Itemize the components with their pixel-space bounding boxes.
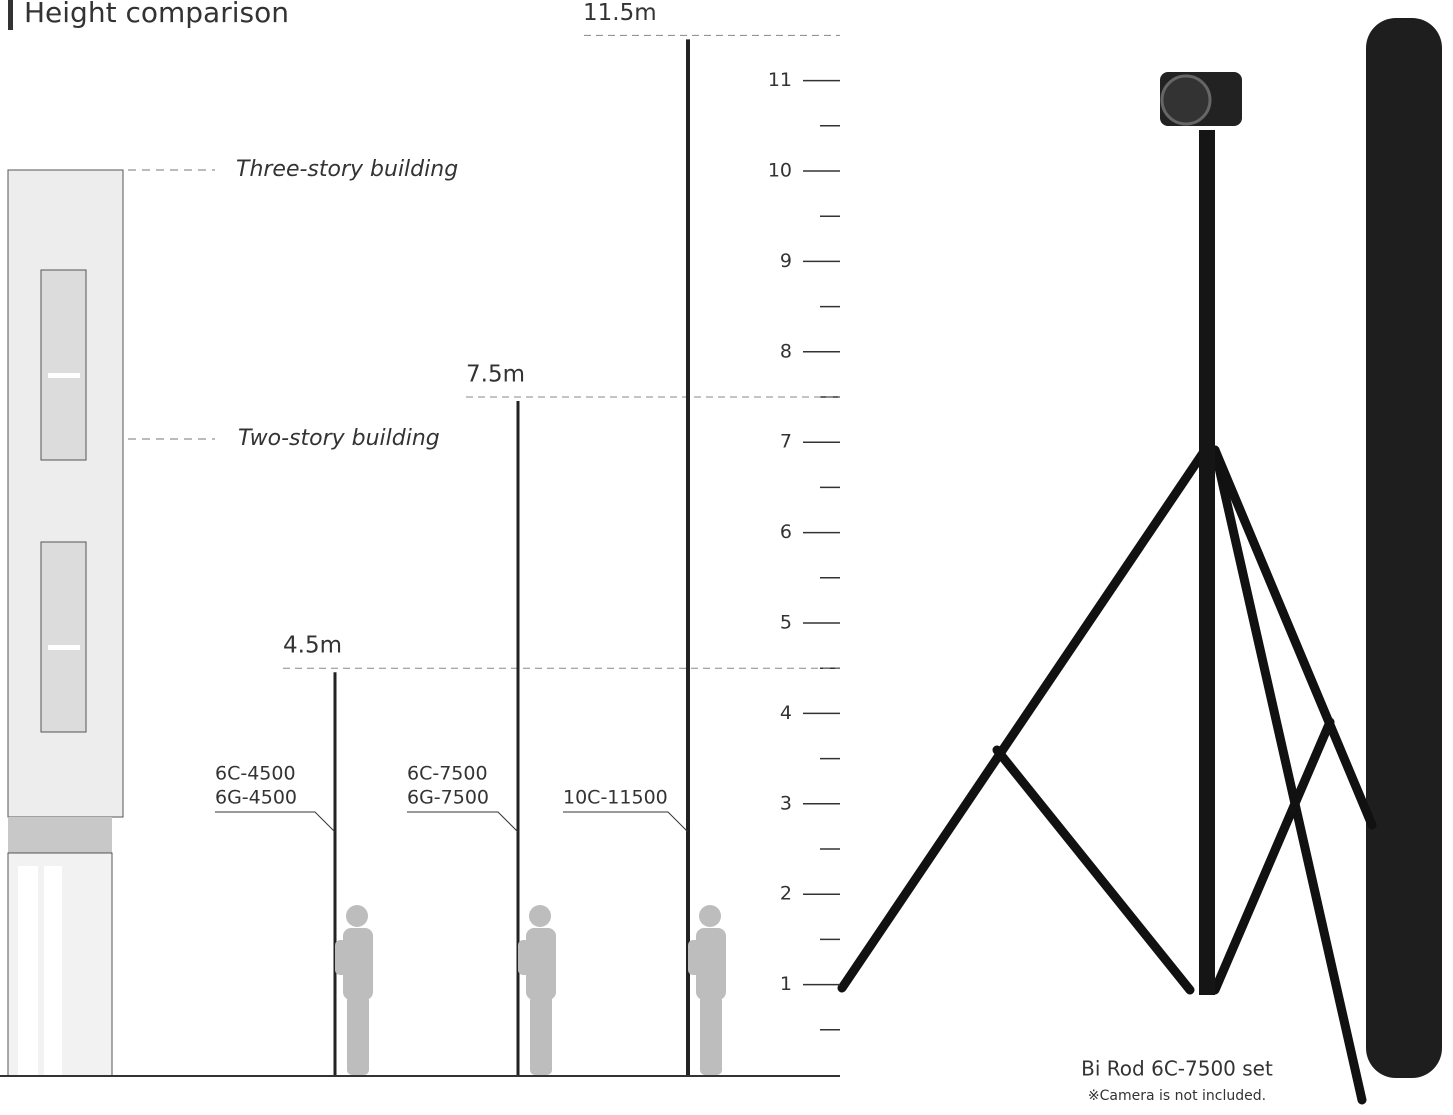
title: Height comparison (24, 0, 289, 29)
product-note: ※Camera is not included. (1088, 1088, 1266, 1104)
person-part (699, 905, 721, 927)
tripod (842, 450, 1372, 1100)
scale-label: 3 (780, 792, 792, 814)
person-part (346, 905, 368, 927)
person-part (700, 995, 722, 1075)
door-pane (44, 866, 62, 1076)
building-base (8, 817, 112, 853)
door-pane (18, 866, 38, 1076)
window (41, 270, 86, 460)
scale-label: 4 (780, 702, 792, 724)
person (688, 905, 726, 1075)
page: Height comparison Three-story building T… (0, 0, 1453, 1115)
person-part (347, 995, 369, 1075)
carry-case (1366, 18, 1442, 1078)
person (518, 905, 556, 1075)
product-name: Bi Rod 6C-7500 set (1081, 1057, 1273, 1081)
height-label: 4.5m (283, 633, 342, 659)
window-bar (48, 645, 80, 650)
height-label: 7.5m (466, 362, 525, 388)
leader (407, 812, 518, 832)
person-part (335, 940, 349, 975)
person-part (530, 995, 552, 1075)
scale-label: 8 (780, 340, 792, 362)
person (335, 905, 373, 1075)
person-part (688, 940, 702, 975)
person-part (529, 905, 551, 927)
title-bar (8, 0, 13, 30)
model-label: 6G-4500 (215, 787, 297, 809)
camera-lens (1162, 76, 1210, 124)
model-label: 6C-7500 (407, 763, 488, 785)
scale-label: 7 (780, 431, 792, 453)
leader (215, 812, 335, 832)
scale-label: 9 (780, 250, 792, 272)
model-label: 6G-7500 (407, 787, 489, 809)
person-part (518, 940, 532, 975)
scale-label: 5 (780, 612, 792, 634)
scale-label: 1 (780, 973, 792, 995)
building-label: Three-story building (236, 157, 458, 182)
leader (563, 812, 688, 832)
scale-label: 6 (780, 521, 792, 543)
model-label: 10C-11500 (563, 787, 668, 809)
building-label: Two-story building (238, 426, 440, 451)
scale-label: 11 (768, 69, 792, 91)
window-bar (48, 373, 80, 378)
scale-label: 10 (768, 160, 792, 182)
scale-label: 2 (780, 883, 792, 905)
diagram: Height comparison Three-story building T… (0, 0, 1453, 1115)
height-label: 11.5m (583, 0, 657, 26)
model-label: 6C-4500 (215, 763, 296, 785)
window (41, 542, 86, 732)
